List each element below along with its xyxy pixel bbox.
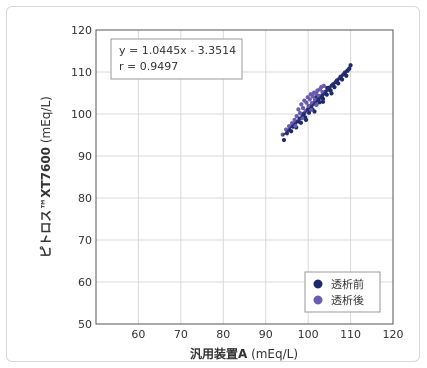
data-point-pre bbox=[332, 85, 337, 90]
x-tick-label: 110 bbox=[340, 328, 361, 341]
data-point-pre bbox=[306, 110, 312, 115]
data-point-pre bbox=[329, 91, 334, 96]
data-point-post bbox=[280, 132, 285, 137]
plot-area bbox=[95, 29, 394, 325]
y-tick-label: 60 bbox=[78, 276, 92, 289]
legend-label-pre: 透析前 bbox=[331, 277, 364, 291]
data-point-post bbox=[294, 114, 299, 119]
y-tick-label: 70 bbox=[78, 234, 92, 247]
data-point-pre bbox=[336, 81, 341, 86]
data-point-pre bbox=[324, 92, 329, 97]
data-point-pre bbox=[317, 100, 322, 105]
annotation-box: y = 1.0445x - 3.3514 r = 0.9497 bbox=[110, 38, 243, 80]
data-point-pre bbox=[289, 129, 294, 134]
data-point-pre bbox=[339, 77, 345, 82]
data-point-post bbox=[299, 102, 304, 107]
legend-swatch-post bbox=[313, 295, 323, 305]
regression-equation: y = 1.0445x - 3.3514 bbox=[119, 44, 236, 57]
x-tick-label: 120 bbox=[383, 328, 404, 341]
data-point-post bbox=[307, 97, 312, 102]
correlation-coefficient: r = 0.9497 bbox=[119, 60, 178, 73]
data-point-pre bbox=[303, 117, 309, 122]
data-point-post bbox=[310, 94, 315, 99]
data-point-post bbox=[292, 117, 297, 122]
data-point-post bbox=[309, 107, 314, 112]
data-point-pre bbox=[298, 120, 304, 125]
regression-line bbox=[282, 65, 352, 137]
y-tick-label: 100 bbox=[71, 108, 92, 121]
data-point-pre bbox=[320, 99, 326, 104]
data-point-pre bbox=[312, 109, 317, 114]
legend: 透析前 透析後 bbox=[304, 271, 381, 313]
x-axis-label: 汎用装置A (mEq/L) bbox=[190, 346, 298, 361]
chart-frame bbox=[6, 6, 420, 362]
x-tick-label: 70 bbox=[174, 328, 188, 341]
y-tick-label: 110 bbox=[71, 66, 92, 79]
data-point-post bbox=[304, 100, 309, 105]
data-point-post bbox=[321, 83, 326, 88]
data-point-post bbox=[297, 111, 303, 116]
data-point-post bbox=[314, 102, 319, 107]
x-tick-labels: 60 70 80 90 100 110 120 bbox=[131, 328, 403, 341]
x-tick-label: 100 bbox=[298, 328, 319, 341]
data-point-pre bbox=[320, 96, 326, 101]
data-point-post bbox=[293, 123, 298, 128]
x-tick-label: 80 bbox=[216, 328, 230, 341]
data-point-post bbox=[300, 106, 306, 111]
legend-label-post: 透析後 bbox=[331, 293, 364, 307]
y-tick-label: 120 bbox=[71, 24, 92, 37]
legend-swatch-pre bbox=[313, 279, 323, 289]
x-tick-label: 90 bbox=[259, 328, 273, 341]
data-point-post bbox=[296, 107, 301, 112]
x-axis-label-unit: (mEq/L) bbox=[247, 347, 298, 361]
y-tick-label: 80 bbox=[78, 192, 92, 205]
y-tick-label: 90 bbox=[78, 150, 92, 163]
y-axis-label: ピトロス™XT7600 (mEq/L) bbox=[39, 96, 53, 258]
y-axis-label-main: ピトロス™XT7600 bbox=[39, 147, 53, 258]
data-point-pre bbox=[281, 137, 287, 143]
y-tick-label: 50 bbox=[78, 318, 92, 331]
x-tick-label: 60 bbox=[131, 328, 145, 341]
data-point-pre bbox=[344, 73, 349, 78]
x-axis-label-main: 汎用装置A bbox=[190, 346, 248, 361]
y-tick-labels: 50 60 70 80 90 100 110 120 bbox=[71, 24, 92, 331]
y-axis-label-unit: (mEq/L) bbox=[39, 96, 53, 147]
